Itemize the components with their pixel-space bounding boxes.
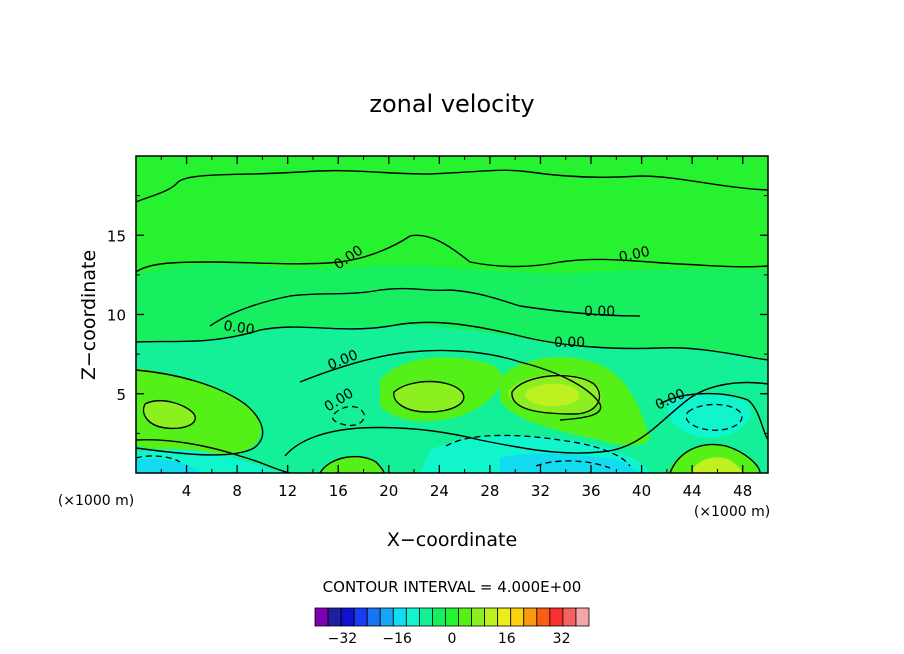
colorbar-swatch (575, 607, 590, 627)
x-axis-unit-left: (×1000 m) (58, 493, 134, 509)
colorbar-swatch (405, 607, 420, 627)
colorbar-tick-label: 16 (498, 631, 516, 647)
colorbar-swatch (471, 607, 486, 627)
y-tick-label: 10 (107, 307, 126, 325)
contour-fill-cool-center-core (500, 453, 640, 473)
y-tick-label: 15 (107, 227, 126, 245)
colorbar-tick-label: −32 (328, 631, 358, 647)
colorbar-swatch (392, 607, 407, 627)
colorbar-swatch (366, 607, 381, 627)
colorbar-swatch (562, 607, 577, 627)
x-tick-label: 40 (632, 482, 651, 500)
x-tick-label: 20 (379, 482, 398, 500)
colorbar-swatch (445, 607, 459, 627)
colorbar-swatch (418, 607, 433, 627)
contour-label: 0.00 (618, 244, 652, 266)
contour-fill-lobe-center-core (394, 381, 464, 412)
colorbar-swatch (510, 607, 525, 627)
colorbar-swatch (379, 607, 394, 627)
chart-title: zonal velocity (369, 90, 534, 118)
colorbar-swatch (432, 607, 446, 627)
contour-fill-cool-left-corner (136, 458, 200, 473)
x-tick-label: 4 (182, 482, 192, 500)
colorbar-swatch (523, 607, 538, 627)
colorbar-swatch (340, 607, 355, 627)
colorbar-tick-label: −16 (382, 631, 412, 647)
colorbar-swatch (484, 607, 499, 627)
contour-label: 0.00 (554, 335, 585, 351)
colorbar-swatch (536, 607, 551, 627)
colorbar-swatch (314, 607, 329, 627)
contour-fill-lobe-right-core (525, 383, 580, 406)
colorbar-swatch (458, 607, 472, 627)
colorbar-swatch (497, 607, 512, 627)
colorbar-swatch (549, 607, 564, 627)
contour-lines-dashed (136, 403, 743, 469)
x-axis-ticks: 4 8 12 16 20 24 28 32 36 40 44 48 (160, 156, 752, 500)
x-tick-label: 24 (430, 482, 449, 500)
x-axis-unit-right: (×1000 m) (694, 504, 770, 520)
contour-label: 0.00 (222, 318, 255, 338)
contour-interval-text: CONTOUR INTERVAL = 4.000E+00 (323, 578, 582, 596)
x-tick-label: 32 (531, 482, 550, 500)
x-tick-label: 36 (581, 482, 600, 500)
y-tick-label: 5 (116, 386, 126, 404)
colorbar-tick-label: 0 (448, 631, 457, 647)
colorbar: −32 −16 0 16 32 (314, 607, 590, 647)
colorbar-swatch (353, 607, 368, 627)
x-tick-label: 44 (683, 482, 702, 500)
contour-fill-cool-right (667, 393, 751, 438)
y-axis-label: Z−coordinate (78, 250, 100, 380)
plot-area: 0.00 0.00 0.00 0.00 0.00 0.00 0.00 0.00 (136, 156, 768, 473)
x-tick-label: 8 (232, 482, 242, 500)
contour-lines-solid (136, 169, 768, 473)
colorbar-tick-label: 32 (553, 631, 571, 647)
x-tick-label: 48 (733, 482, 752, 500)
x-axis-label: X−coordinate (387, 529, 517, 551)
contour-fill-lens-left (136, 368, 261, 455)
y-axis-ticks: 5 10 15 (107, 195, 768, 434)
contour-fill-warm-bottom-right-core (690, 457, 742, 473)
contour-label: 0.00 (584, 304, 615, 320)
x-tick-label: 16 (329, 482, 348, 500)
x-tick-label: 28 (480, 482, 499, 500)
colorbar-swatch (327, 607, 342, 627)
contour-fill-lens-left-core (142, 400, 196, 429)
x-tick-label: 12 (278, 482, 297, 500)
